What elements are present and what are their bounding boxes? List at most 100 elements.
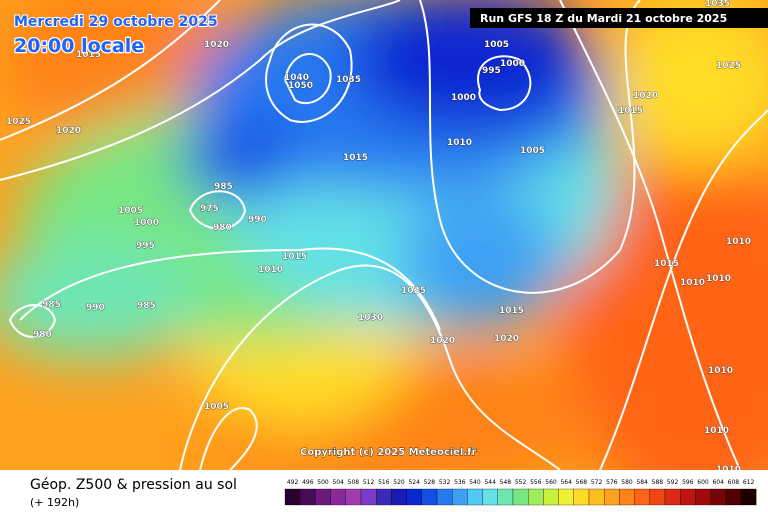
- footer-title: Géop. Z500 & pression au sol: [30, 477, 237, 493]
- legend-label: 496: [302, 479, 314, 486]
- legend-label: 572: [591, 479, 603, 486]
- legend-label: 560: [545, 479, 557, 486]
- legend-label: 576: [606, 479, 618, 486]
- isobar-label: 1010: [680, 278, 705, 288]
- isobar-label: 1005: [520, 146, 545, 156]
- legend-label: 556: [530, 479, 542, 486]
- legend-label: 564: [560, 479, 572, 486]
- legend-swatch: [482, 488, 498, 506]
- forecast-date: Mercredi 29 octobre 2025: [14, 14, 218, 30]
- isobar-label: 1015: [343, 153, 368, 163]
- isobar-label: 1000: [134, 218, 159, 228]
- isobar-label: 1005: [204, 402, 229, 412]
- legend-swatch: [376, 488, 392, 506]
- legend-swatch: [391, 488, 407, 506]
- isobar-label: 980: [213, 223, 232, 233]
- legend-swatch: [680, 488, 696, 506]
- isobar-label: 985: [214, 182, 233, 192]
- legend-swatch: [725, 488, 742, 506]
- legend-swatch: [619, 488, 635, 506]
- legend-label: 532: [439, 479, 451, 486]
- legend-swatch: [436, 488, 453, 506]
- isobar-label: 1015: [76, 50, 101, 60]
- isobar-label: 1035: [336, 75, 361, 85]
- run-banner: [470, 8, 768, 28]
- legend-swatch: [664, 488, 681, 506]
- isobar-label: 1025: [6, 117, 31, 127]
- legend-swatch: [588, 488, 605, 506]
- isobar-label: 1020: [633, 91, 658, 101]
- legend-label: 544: [484, 479, 496, 486]
- legend-label: 608: [728, 479, 740, 486]
- isobar-label: 1030: [358, 313, 383, 323]
- isobar-label: 985: [42, 300, 61, 310]
- legend-swatch: [634, 488, 650, 506]
- isobar-label: 1040: [284, 73, 309, 83]
- isobar-label: 1010: [708, 366, 733, 376]
- isobar-labels: 1035102010151005100099510001025102010151…: [6, 0, 752, 475]
- legend-swatch: [360, 488, 377, 506]
- legend-label: 568: [576, 479, 588, 486]
- legend-swatch: [558, 488, 574, 506]
- legend-swatch: [315, 488, 331, 506]
- legend-swatch: [528, 488, 544, 506]
- legend-swatch: [604, 488, 620, 506]
- legend-label: 536: [454, 479, 466, 486]
- isobar-label: 1010: [726, 237, 751, 247]
- legend-swatch: [406, 488, 422, 506]
- legend-swatch: [497, 488, 514, 506]
- isobar-label: 1025: [716, 61, 741, 71]
- legend-label: 580: [621, 479, 633, 486]
- legend-label: 604: [712, 479, 724, 486]
- legend-swatch: [512, 488, 529, 506]
- legend-label: 504: [332, 479, 344, 486]
- isobar-label: 1035: [705, 0, 730, 9]
- forecast-time: 20:00 locale: [14, 35, 144, 57]
- legend-label: 524: [408, 479, 420, 486]
- legend-swatch: [284, 488, 301, 506]
- isobar-label: 1010: [258, 265, 283, 275]
- isobars: [0, 0, 768, 471]
- isobar-label: 1020: [430, 336, 455, 346]
- isobar-label: 1010: [704, 426, 729, 436]
- legend-swatch: [543, 488, 559, 506]
- isobar-label: 1005: [484, 40, 509, 50]
- legend-label: 600: [697, 479, 709, 486]
- legend-label: 596: [682, 479, 694, 486]
- legend-label: 612: [743, 479, 755, 486]
- legend-swatch: [695, 488, 711, 506]
- footer-lead: (+ 192h): [30, 496, 79, 509]
- legend-label: 512: [363, 479, 375, 486]
- isobar-label: 1015: [618, 106, 643, 116]
- isobar-label: 980: [33, 330, 52, 340]
- isobar-label: 1020: [494, 334, 519, 344]
- legend-swatch: [710, 488, 726, 506]
- legend-label: 588: [652, 479, 664, 486]
- legend-label: 520: [393, 479, 405, 486]
- legend-swatch: [740, 488, 757, 506]
- isobar-label: 990: [86, 303, 105, 313]
- legend-swatch: [345, 488, 362, 506]
- legend-swatch: [467, 488, 483, 506]
- isobar-label: 995: [482, 66, 501, 76]
- run-info: Run GFS 18 Z du Mardi 21 octobre 2025: [480, 12, 727, 25]
- color-legend: 492 496 500 504 508 512 516 520 524 528 532 536 540 5…: [284, 479, 757, 506]
- copyright: Copyright (c) 2025 Meteociel.fr: [300, 447, 477, 458]
- legend-label: 540: [469, 479, 481, 486]
- isobar-label: 1050: [288, 81, 313, 91]
- isobar-label: 995: [136, 241, 155, 251]
- legend-swatch: [573, 488, 590, 506]
- legend-swatch: [649, 488, 666, 506]
- legend-label: 516: [378, 479, 390, 486]
- legend-swatch: [300, 488, 316, 506]
- legend-label: 528: [424, 479, 436, 486]
- legend-label: 592: [667, 479, 679, 486]
- legend-label: 492: [287, 479, 299, 486]
- legend-label: 500: [317, 479, 329, 486]
- isobar-label: 1020: [56, 126, 81, 136]
- legend-label: 508: [348, 479, 360, 486]
- legend-label: 584: [636, 479, 648, 486]
- isobar-label: 1005: [118, 206, 143, 216]
